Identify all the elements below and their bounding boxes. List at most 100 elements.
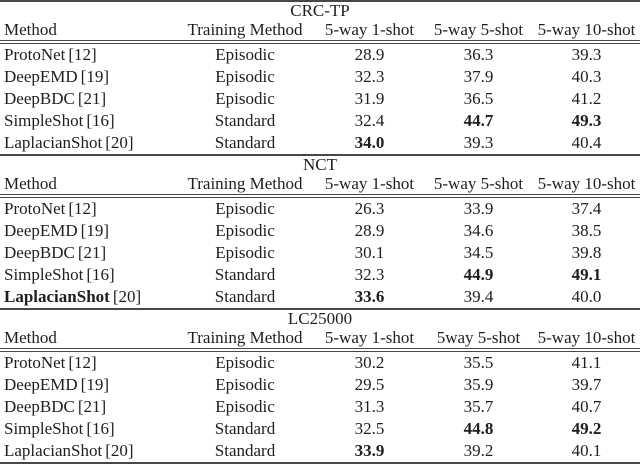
score-cell: 40.7 xyxy=(571,397,602,416)
method-citation: [12] xyxy=(68,199,97,218)
method-citation: [20] xyxy=(112,287,142,306)
score-cell: 33.9 xyxy=(354,441,385,460)
col-header-training-method: Training Method xyxy=(175,328,315,352)
method-name: DeepBDC xyxy=(4,89,75,108)
table-row: DeepBDC [21] Episodic 31.9 36.5 41.2 xyxy=(0,88,640,110)
table-row: DeepEMD [19] Episodic 29.5 35.9 39.7 xyxy=(0,374,640,396)
col-header-5way-10shot: 5-way 10-shot xyxy=(533,174,640,198)
method-cell: DeepBDC [21] xyxy=(0,242,175,264)
method-citation: [20] xyxy=(105,133,134,152)
col-header-5way-5shot: 5way 5-shot xyxy=(424,328,533,352)
score-cell: 39.2 xyxy=(463,441,494,460)
method-name: DeepEMD xyxy=(4,221,78,240)
score-cell: 36.3 xyxy=(463,45,494,64)
score-cell: 39.8 xyxy=(571,243,602,262)
col-header-5way-1shot: 5-way 1-shot xyxy=(315,174,424,198)
dataset-title-lc25000: LC25000 xyxy=(0,308,640,328)
training-method-cell: Standard xyxy=(214,111,276,130)
training-method-cell: Episodic xyxy=(215,45,275,64)
method-cell: DeepBDC [21] xyxy=(0,88,175,110)
col-header-5way-5shot: 5-way 5-shot xyxy=(424,20,533,44)
score-cell: 49.2 xyxy=(571,419,602,438)
method-cell: DeepEMD [19] xyxy=(0,66,175,88)
score-cell: 39.7 xyxy=(571,375,602,394)
score-cell: 35.5 xyxy=(463,353,494,372)
table-row: LaplacianShot [20] Standard 33.9 39.2 40.1 xyxy=(0,440,640,463)
table-body: ProtoNet [12] Episodic 28.9 36.3 39.3 DeepEMD[… xyxy=(0,42,640,154)
method-name: LaplacianShot xyxy=(4,441,103,460)
method-citation: [12] xyxy=(68,353,97,372)
table-row: SimpleShot [16] Standard 32.3 44.9 49.1 xyxy=(0,264,640,286)
table-row: SimpleShot [16] Standard 32.5 44.8 49.2 xyxy=(0,418,640,440)
training-method-cell: Standard xyxy=(214,133,276,152)
method-name: SimpleShot xyxy=(4,419,84,438)
score-cell: 44.7 xyxy=(463,111,494,130)
score-cell: 35.9 xyxy=(463,375,494,394)
training-method-cell: Episodic xyxy=(215,243,275,262)
training-method-cell: Episodic xyxy=(215,89,275,108)
col-header-method: Method xyxy=(0,174,175,198)
table-row: ProtoNet [12] Episodic 28.9 36.3 39.3 xyxy=(0,42,640,66)
training-method-cell: Episodic xyxy=(215,397,275,416)
score-cell: 34.0 xyxy=(354,133,385,152)
col-header-method: Method xyxy=(0,20,175,44)
table-title-row: LC25000 xyxy=(0,308,640,328)
training-method-cell: Standard xyxy=(214,265,276,284)
method-cell: ProtoNet [12] xyxy=(0,350,175,374)
method-cell: LaplacianShot [20] xyxy=(0,440,175,463)
training-method-cell: Episodic xyxy=(215,375,275,394)
score-cell: 31.3 xyxy=(354,397,385,416)
score-cell: 49.1 xyxy=(571,265,602,284)
table-row: LaplacianShot [20] Standard 34.0 39.3 40.4 xyxy=(0,132,640,154)
training-method-cell: Episodic xyxy=(215,199,275,218)
score-cell: 40.4 xyxy=(571,133,602,152)
method-citation: [16] xyxy=(86,265,115,284)
table-row: ProtoNet [12] Episodic 26.3 33.9 37.4 xyxy=(0,196,640,220)
score-cell: 35.7 xyxy=(463,397,494,416)
table-header-row: Method Training Method 5-way 1-shot 5way… xyxy=(0,328,640,352)
score-cell: 40.0 xyxy=(571,287,602,306)
col-header-training-method: Training Method xyxy=(175,174,315,198)
score-cell: 30.1 xyxy=(354,243,385,262)
method-citation: [21] xyxy=(77,397,107,416)
score-cell: 41.1 xyxy=(571,353,602,372)
training-method-cell: Episodic xyxy=(215,221,275,240)
method-cell: DeepBDC [21] xyxy=(0,396,175,418)
score-cell: 32.3 xyxy=(354,265,385,284)
method-cell: SimpleShot [16] xyxy=(0,418,175,440)
method-name: LaplacianShot xyxy=(4,287,110,306)
table-header-row: Method Training Method 5-way 1-shot 5-wa… xyxy=(0,174,640,198)
table-header-row: Method Training Method 5-way 1-shot 5-wa… xyxy=(0,20,640,44)
score-cell: 49.3 xyxy=(571,111,602,130)
score-cell: 33.6 xyxy=(354,287,385,306)
col-header-5way-1shot: 5-way 1-shot xyxy=(315,328,424,352)
score-cell: 26.3 xyxy=(354,199,385,218)
col-header-method: Method xyxy=(0,328,175,352)
score-cell: 33.9 xyxy=(463,199,494,218)
method-citation: [16] xyxy=(86,419,115,438)
score-cell: 39.4 xyxy=(463,287,494,306)
table-body: ProtoNet [12] Episodic 30.2 35.5 41.1 DeepEMD[… xyxy=(0,350,640,463)
method-name: ProtoNet xyxy=(4,199,66,218)
method-name: DeepEMD xyxy=(4,67,78,86)
table-row: DeepBDC [21] Episodic 31.3 35.7 40.7 xyxy=(0,396,640,418)
method-citation: [19] xyxy=(80,375,109,394)
score-cell: 34.6 xyxy=(463,221,494,240)
score-cell: 39.3 xyxy=(571,45,602,64)
method-cell: SimpleShot [16] xyxy=(0,264,175,286)
method-citation: [16] xyxy=(86,111,115,130)
score-cell: 39.3 xyxy=(463,133,494,152)
table-row: DeepBDC [21] Episodic 30.1 34.5 39.8 xyxy=(0,242,640,264)
method-name: SimpleShot xyxy=(4,265,84,284)
score-cell: 31.9 xyxy=(354,89,385,108)
table-row: ProtoNet [12] Episodic 30.2 35.5 41.1 xyxy=(0,350,640,374)
score-cell: 41.2 xyxy=(571,89,602,108)
score-cell: 28.9 xyxy=(354,221,385,240)
method-name: DeepBDC xyxy=(4,397,75,416)
score-cell: 32.4 xyxy=(354,111,385,130)
results-table-nct: NCT Method Training Method 5-way 1-shot … xyxy=(0,154,640,308)
score-cell: 40.3 xyxy=(571,67,602,86)
table-title-row: NCT xyxy=(0,154,640,174)
method-name: SimpleShot xyxy=(4,111,84,130)
score-cell: 29.5 xyxy=(354,375,385,394)
